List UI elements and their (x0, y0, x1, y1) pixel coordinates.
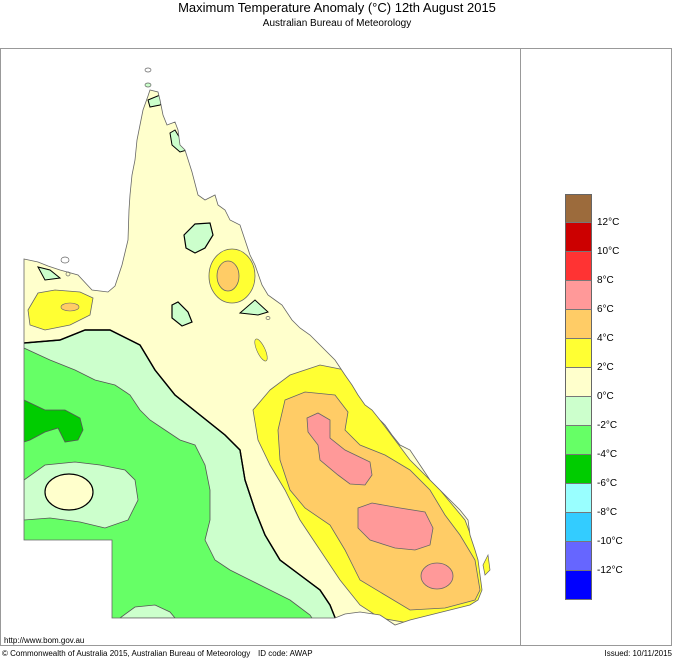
footer-copyright: © Commonwealth of Australia 2015, Austra… (2, 649, 251, 658)
legend-label: 8°C (597, 275, 614, 286)
legend-swatch (565, 513, 592, 542)
legend-swatch (565, 571, 592, 600)
legend-label: 12°C (597, 217, 620, 228)
legend-label: 4°C (597, 333, 614, 344)
legend-label: -2°C (597, 420, 618, 431)
legend-label: -8°C (597, 507, 618, 518)
legend-label: -4°C (597, 449, 618, 460)
legend-label: 2°C (597, 362, 614, 373)
legend-swatch (565, 368, 592, 397)
legend-swatch (565, 252, 592, 281)
legend-swatch (565, 455, 592, 484)
footer-id-code: ID code: AWAP (258, 649, 313, 658)
legend-swatch (565, 194, 592, 223)
legend-label: -6°C (597, 478, 618, 489)
legend-label: 6°C (597, 304, 614, 315)
color-legend (565, 194, 592, 600)
legend-swatch (565, 484, 592, 513)
legend-swatch (565, 426, 592, 455)
legend-swatch (565, 281, 592, 310)
legend-swatch (565, 223, 592, 252)
legend-swatch (565, 310, 592, 339)
legend-label: 0°C (597, 391, 614, 402)
frame-divider (520, 48, 521, 646)
map-subtitle: Australian Bureau of Meteorology (262, 18, 412, 29)
map-title: Maximum Temperature Anomaly (°C) 12th Au… (178, 0, 496, 15)
legend-swatch (565, 397, 592, 426)
legend-label: -10°C (597, 536, 623, 547)
map-frame (0, 48, 672, 646)
footer-issued-date: Issued: 10/11/2015 (604, 649, 672, 658)
legend-swatch (565, 339, 592, 368)
legend-label: -12°C (597, 565, 623, 576)
legend-label: 10°C (597, 246, 620, 257)
legend-swatch (565, 542, 592, 571)
footer-url-link[interactable]: http://www.bom.gov.au (4, 636, 85, 645)
